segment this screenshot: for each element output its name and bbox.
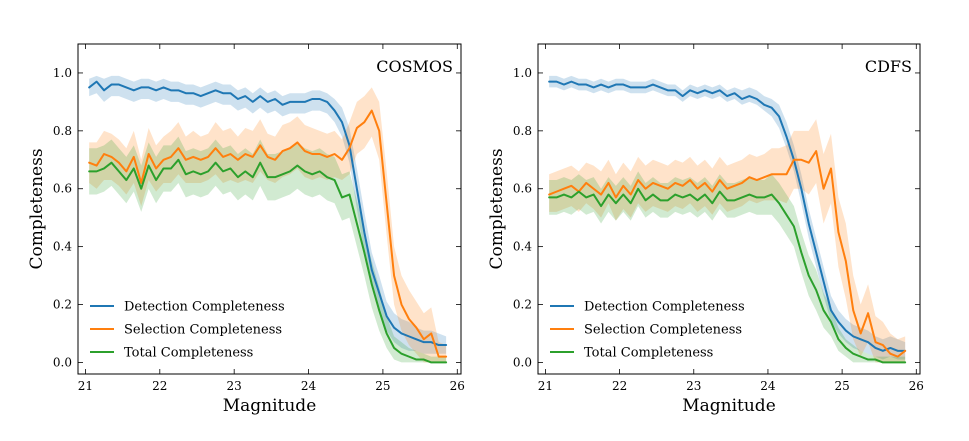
x-axis-label: Magnitude [223,396,317,416]
uncertainty-band-detection-completeness [89,75,447,354]
y-tick-label: 0.4 [53,240,72,254]
legend-label: Detection Completeness [124,300,285,315]
x-tick-label: 21 [538,379,553,393]
y-tick-label: 1.0 [513,66,532,80]
x-tick-label: 26 [909,379,924,393]
x-tick-label: 22 [152,379,167,393]
plot-area [548,75,907,364]
y-tick-label: 0.4 [513,240,532,254]
y-tick-label: 0.2 [513,298,532,312]
y-axis-label: Completeness [27,148,47,269]
series-line-detection-completeness [88,80,448,347]
axes-frame [77,43,462,375]
y-tick-label: 0.2 [53,298,72,312]
x-tick-label: 21 [78,379,93,393]
legend-label: Total Completeness [124,346,253,361]
series-line-selection-completeness [88,109,448,358]
x-tick-label: 25 [834,379,849,393]
y-tick-label: 1.0 [53,66,72,80]
panel-cdfs: 21 22 23 24 25 26 0.0 0.2 0.4 0.6 0.8 1.0 Magnitude C… [487,43,924,416]
x-axis-label: Magnitude [682,396,776,416]
y-tick-label: 0.6 [513,182,532,196]
y-tick-label: 0.0 [513,355,532,369]
plot-area [88,75,448,364]
x-tick-label: 26 [450,379,465,393]
panel-title: COSMOS [376,57,453,76]
axes-frame [537,43,921,375]
legend-label: Selection Completeness [584,323,742,338]
series-line-detection-completeness [548,80,907,352]
panel-title: CDFS [865,57,912,76]
uncertainty-band-selection-completeness [89,87,447,363]
legend-label: Detection Completeness [584,300,745,315]
x-tick-label: 22 [612,379,627,393]
series-line-total-completeness [548,187,907,364]
legend-label: Total Completeness [584,346,713,361]
uncertainty-band-total-completeness [89,136,447,363]
y-axis-label: Completeness [487,148,507,269]
series-line-selection-completeness [548,150,907,358]
panel-cosmos: 21 22 23 24 25 26 0.0 0.2 0.4 0.6 0.8 1.0 Magnitude C… [27,43,465,416]
legend: Detection Completeness Selection Complete… [90,300,285,361]
legend-label: Selection Completeness [124,323,282,338]
y-tick-label: 0.6 [53,182,72,196]
x-tick-label: 24 [760,379,776,393]
x-tick-label: 25 [375,379,390,393]
y-tick-label: 0.0 [53,355,72,369]
series-line-total-completeness [88,158,448,364]
x-tick-label: 23 [686,379,701,393]
legend: Detection Completeness Selection Complete… [550,300,745,361]
uncertainty-band-total-completeness [549,171,906,363]
y-tick-label: 0.8 [513,124,532,138]
x-tick-label: 23 [227,379,242,393]
x-tick-label: 24 [301,379,317,393]
y-tick-label: 0.8 [53,124,72,138]
